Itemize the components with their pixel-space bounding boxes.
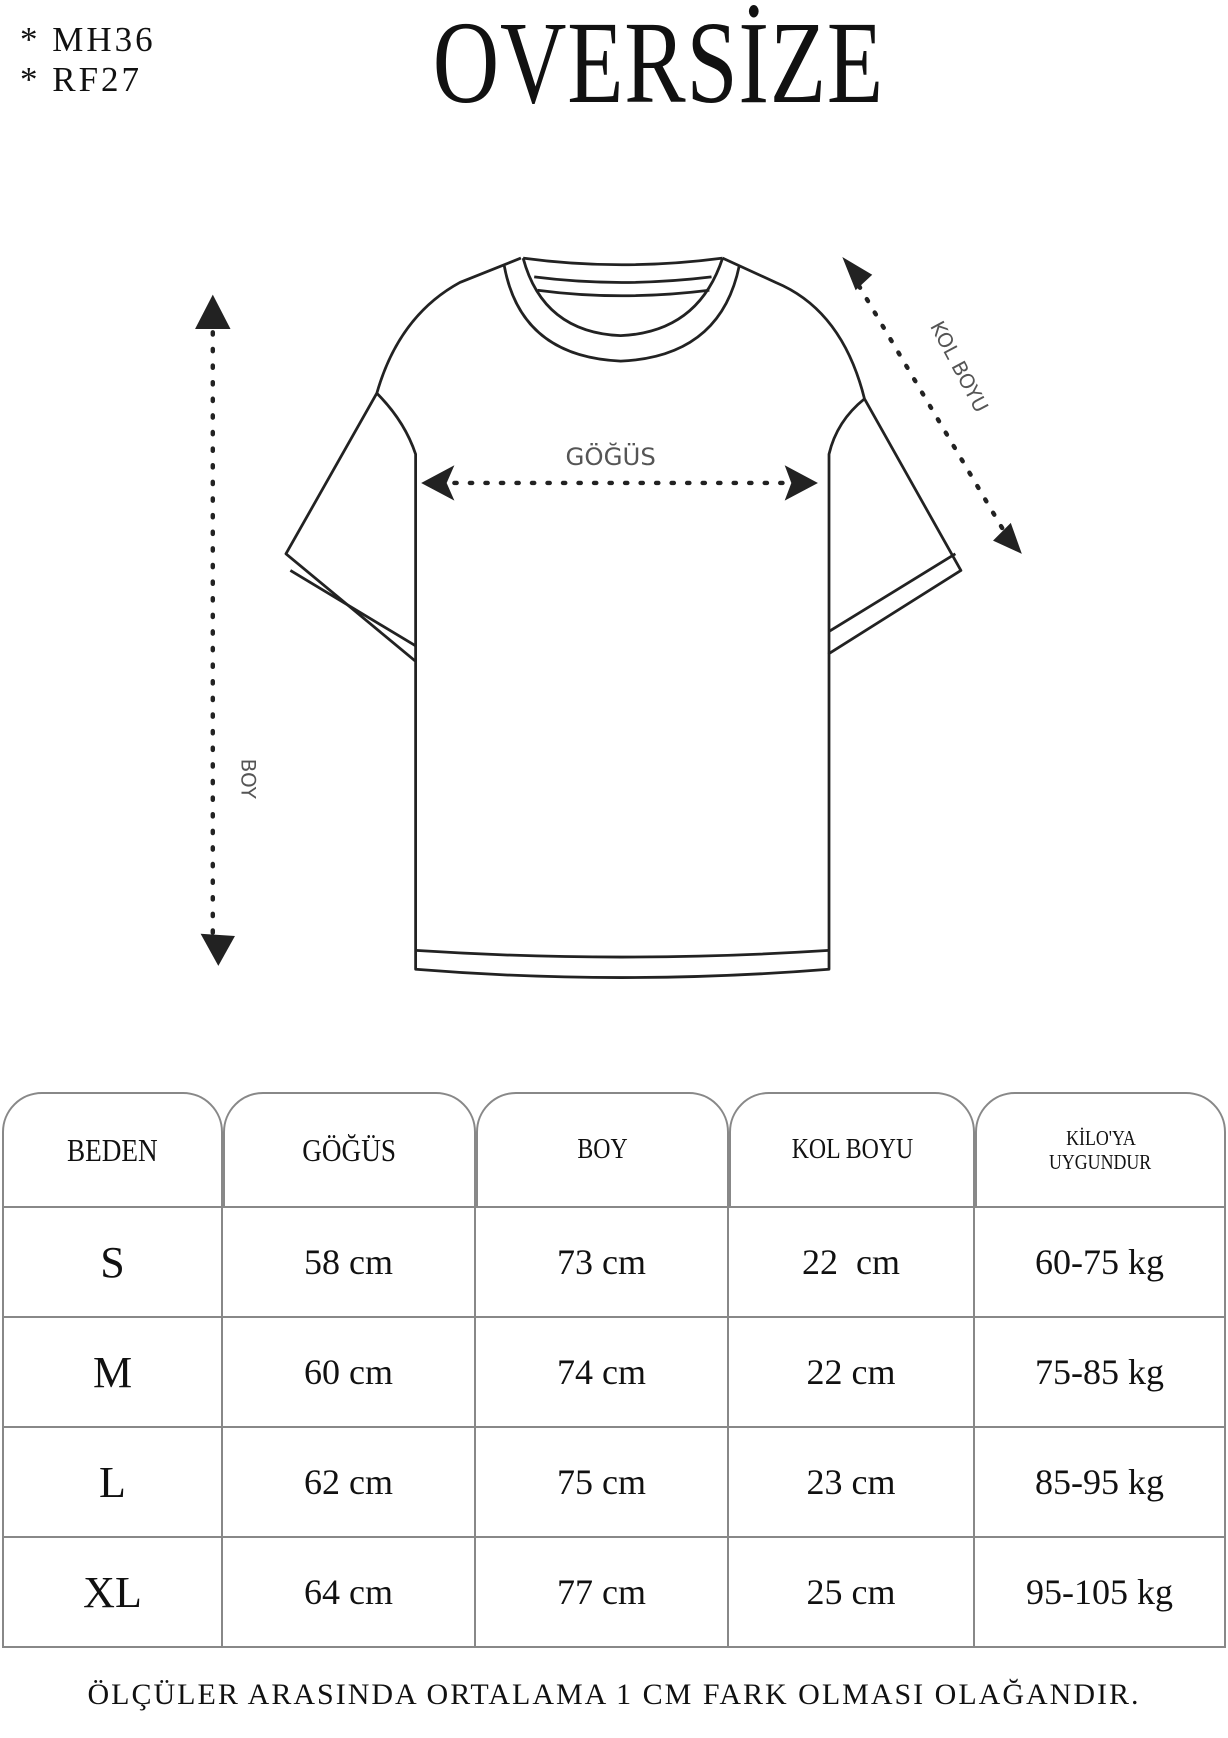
arrow-right-icon: [784, 465, 818, 501]
arrow-left-icon: [421, 465, 455, 501]
product-code: * RF27: [20, 60, 143, 99]
product-code: * MH36: [20, 20, 156, 59]
size-cell: L: [2, 1428, 223, 1538]
chest-cell: 60 cm: [223, 1318, 476, 1428]
sleeve-cell: 22 cm: [729, 1208, 975, 1318]
right-cuff: [828, 552, 957, 633]
left-cuff: [289, 569, 417, 647]
sleeve-dotted-line: [856, 283, 1006, 532]
product-codes: * MH36 * RF27: [20, 20, 156, 100]
header-weight: KİLO'YA UYGUNDUR: [975, 1092, 1226, 1208]
weight-cell: 85-95 kg: [975, 1428, 1226, 1538]
weight-cell: 75-85 kg: [975, 1318, 1226, 1428]
header-sleeve: KOL BOYU: [729, 1092, 975, 1208]
size-cell: XL: [2, 1538, 223, 1648]
collar-inner: [521, 257, 724, 338]
chest-cell: 64 cm: [223, 1538, 476, 1648]
header-length: BOY: [476, 1092, 729, 1208]
table-row: XL 64 cm 77 cm 25 cm 95-105 kg: [2, 1538, 1226, 1648]
arrow-downright-icon: [993, 522, 1022, 554]
table-row: L 62 cm 75 cm 23 cm 85-95 kg: [2, 1428, 1226, 1538]
tshirt-outline: [284, 256, 963, 979]
arrow-down-icon: [200, 933, 235, 966]
right-armhole: [827, 397, 866, 654]
footer-note: ÖLÇÜLER ARASINDA ORTALAMA 1 CM FARK OLMA…: [87, 1678, 1141, 1711]
length-cell: 77 cm: [476, 1538, 729, 1648]
sleeve-cell: 23 cm: [729, 1428, 975, 1538]
collar-back: [522, 256, 723, 267]
size-table: BEDEN GÖĞÜS BOY KOL BOYU KİLO'YA UYGUNDUR…: [2, 1092, 1226, 1648]
sleeve-label: KOL BOYU: [925, 317, 993, 416]
table-row: S 58 cm 73 cm 22 cm 60-75 kg: [2, 1208, 1226, 1318]
arrow-up-icon: [195, 294, 231, 329]
size-cell: M: [2, 1318, 223, 1428]
table-header-row: BEDEN GÖĞÜS BOY KOL BOYU KİLO'YA UYGUNDUR: [2, 1092, 1226, 1208]
table-row: M 60 cm 74 cm 22 cm 75-85 kg: [2, 1318, 1226, 1428]
arrow-upleft-icon: [842, 256, 873, 291]
length-cell: 73 cm: [476, 1208, 729, 1318]
collar-back-line: [534, 275, 712, 284]
sleeve-cell: 22 cm: [729, 1318, 975, 1428]
length-label: BOY: [237, 759, 261, 800]
chest-cell: 58 cm: [223, 1208, 476, 1318]
chest-label: GÖĞÜS: [566, 441, 656, 471]
length-cell: 75 cm: [476, 1428, 729, 1538]
header-chest: GÖĞÜS: [223, 1092, 476, 1208]
left-armhole: [375, 392, 417, 662]
chest-cell: 62 cm: [223, 1428, 476, 1538]
hem-line: [415, 949, 830, 959]
collar-back-line: [537, 288, 710, 298]
weight-cell: 95-105 kg: [975, 1538, 1226, 1648]
length-cell: 74 cm: [476, 1318, 729, 1428]
weight-cell: 60-75 kg: [975, 1208, 1226, 1318]
header-size: BEDEN: [2, 1092, 223, 1208]
sleeve-cell: 25 cm: [729, 1538, 975, 1648]
collar-outer: [502, 265, 741, 363]
size-cell: S: [2, 1208, 223, 1318]
